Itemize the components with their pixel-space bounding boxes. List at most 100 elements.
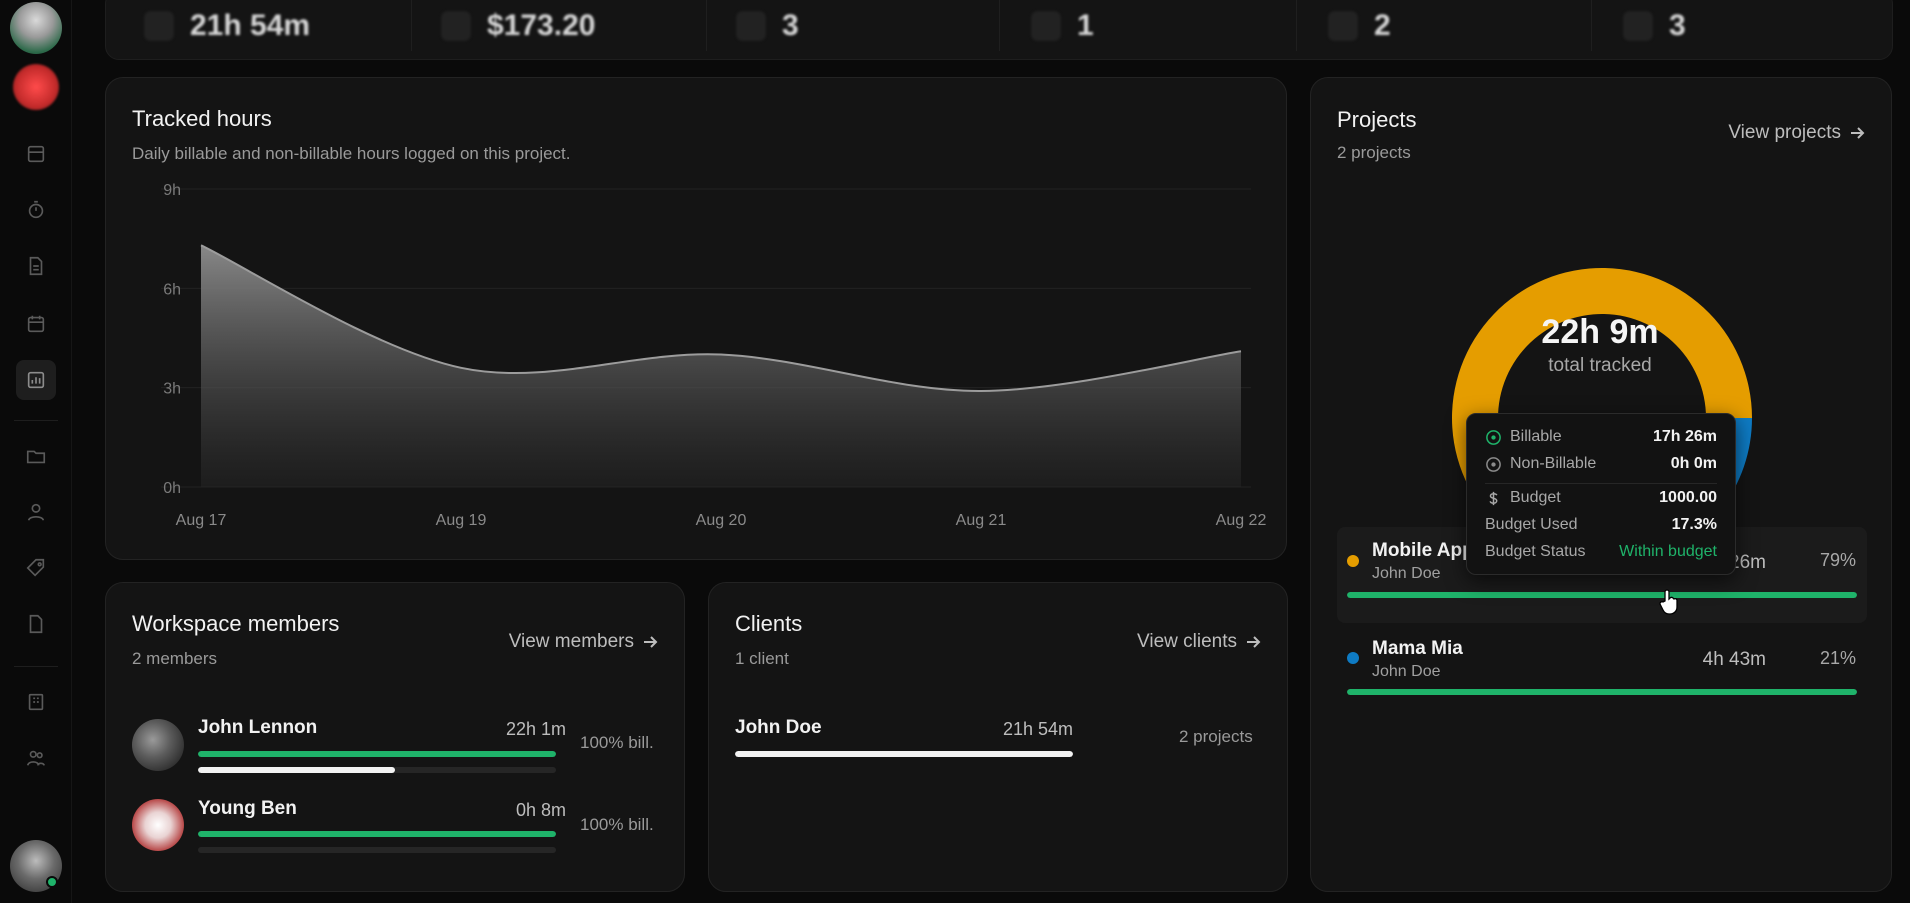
document-icon[interactable]	[22, 252, 50, 280]
project-owner: John Doe	[1372, 565, 1441, 582]
tooltip-budget-row: Budget 1000.00	[1485, 487, 1717, 509]
circle-icon	[1486, 456, 1501, 472]
sidebar-divider	[14, 420, 58, 421]
tooltip-budget-label: Budget	[1510, 489, 1561, 506]
member-billable-pct: 100% bill.	[580, 733, 654, 752]
y-tick-label: 9h	[163, 182, 181, 199]
team-icon[interactable]	[22, 744, 50, 772]
card-subtitle: 2 members	[132, 649, 218, 668]
clock-icon	[144, 11, 174, 41]
client-share-bar	[735, 751, 1073, 757]
member-share-bar	[198, 767, 556, 773]
client-projects-count: 2 projects	[1179, 727, 1253, 746]
workspace-members-card: Workspace members 2 members View members…	[105, 582, 685, 892]
client-time: 21h 54m	[1002, 719, 1073, 739]
arrow-right-icon	[1247, 636, 1261, 648]
tooltip-divider	[1485, 483, 1717, 484]
stat-total-time: 21h 54m	[144, 0, 310, 61]
folder-icon[interactable]	[22, 442, 50, 470]
sidebar-divider	[14, 666, 58, 667]
stat-value: 2	[1374, 9, 1391, 42]
stat-projects: 3	[736, 0, 799, 61]
member-avatar	[132, 719, 184, 771]
sidebar	[0, 0, 72, 903]
stat-members: 2	[1328, 0, 1391, 61]
member-time: 22h 1m	[505, 719, 566, 739]
member-share-fill	[198, 767, 395, 773]
tooltip-nonbillable-row: Non-Billable 0h 0m	[1485, 453, 1717, 475]
project-bar-fill	[1347, 689, 1857, 695]
y-tick-label: 0h	[163, 480, 181, 497]
card-subtitle: 2 projects	[1337, 143, 1411, 162]
user-icon[interactable]	[22, 498, 50, 526]
view-members-link[interactable]: View members	[509, 631, 658, 653]
stat-divider	[706, 0, 707, 51]
project-owner: John Doe	[1372, 663, 1441, 680]
member-billable-bar	[198, 831, 556, 837]
hand-cursor-icon	[1659, 589, 1678, 615]
card-title: Workspace members	[132, 611, 340, 636]
x-tick-label: Aug 19	[436, 512, 487, 529]
tooltip-nonbillable-value: 0h 0m	[1670, 455, 1717, 472]
user-icon	[1031, 11, 1061, 41]
view-clients-link[interactable]: View clients	[1137, 631, 1261, 653]
tooltip-billable-label: Billable	[1510, 428, 1562, 445]
card-title: Tracked hours	[132, 106, 272, 131]
tag-icon[interactable]	[22, 554, 50, 582]
dashboard-icon[interactable]	[22, 140, 50, 168]
donut-slice-mobile-app	[1452, 268, 1752, 518]
tooltip-budget-used-label: Budget Used	[1485, 516, 1578, 533]
view-projects-link[interactable]: View projects	[1728, 122, 1865, 144]
tracked-hours-chart: 0h 3h 6h 9h Aug 17 Aug 19 Aug 20 Aug 21 Aug 22	[161, 182, 1266, 529]
area-line	[200, 244, 1242, 392]
tooltip-budget-status-value: Within budget	[1619, 543, 1717, 560]
reports-icon[interactable]	[16, 360, 56, 400]
stat-value: 21h 54m	[190, 9, 311, 42]
user-icon	[1623, 11, 1653, 41]
stat-divider	[1591, 0, 1592, 51]
y-tick-label: 6h	[163, 281, 181, 298]
client-share-fill	[735, 751, 1073, 757]
arrow-right-icon	[644, 636, 658, 648]
workspace-avatar[interactable]	[10, 2, 62, 54]
member-billable-fill	[198, 831, 556, 837]
calendar-icon[interactable]	[22, 310, 50, 338]
record-icon[interactable]	[13, 64, 59, 110]
donut-total-time: 22h 9m	[1541, 313, 1659, 351]
stat-divider	[999, 0, 1000, 51]
tooltip-billable-value: 17h 26m	[1652, 428, 1717, 445]
member-billable-bar	[198, 751, 556, 757]
tooltip-budget-used-value: 17.3%	[1671, 516, 1717, 533]
y-tick-label: 3h	[163, 381, 181, 398]
stat-divider	[411, 0, 412, 51]
project-color-dot	[1347, 555, 1359, 567]
tooltip-nonbillable-label: Non-Billable	[1510, 455, 1597, 472]
clients-card: Clients 1 client View clients John Doe 2…	[708, 582, 1288, 892]
card-title: Projects	[1337, 107, 1417, 132]
project-pct: 79%	[1819, 550, 1856, 570]
timer-icon[interactable]	[22, 196, 50, 224]
member-billable-pct: 100% bill.	[580, 815, 654, 834]
view-clients-label: View clients	[1137, 631, 1237, 652]
tooltip-budget-status-row: Budget Status Within budget	[1485, 541, 1717, 563]
tooltip-budget-status-label: Budget Status	[1485, 543, 1586, 560]
user-icon	[1328, 11, 1358, 41]
card-subtitle: Daily billable and non-billable hours lo…	[132, 144, 571, 163]
member-name: Young Ben	[198, 798, 297, 819]
file-icon[interactable]	[22, 610, 50, 638]
member-share-bar	[198, 847, 556, 853]
project-bar-fill	[1347, 592, 1857, 598]
building-icon[interactable]	[22, 688, 50, 716]
project-bar	[1347, 689, 1857, 695]
online-status-dot	[46, 876, 58, 888]
dollar-icon	[441, 11, 471, 41]
project-name: Mobile App	[1372, 540, 1474, 561]
donut-total-label: total tracked	[1548, 355, 1652, 376]
stat-clients: 1	[1031, 0, 1094, 61]
view-projects-label: View projects	[1728, 122, 1841, 143]
project-pct: 21%	[1819, 648, 1856, 668]
member-billable-fill	[198, 751, 556, 757]
card-subtitle: 1 client	[735, 649, 789, 668]
arrow-right-icon	[1851, 127, 1865, 139]
dollar-icon	[1489, 491, 1498, 505]
